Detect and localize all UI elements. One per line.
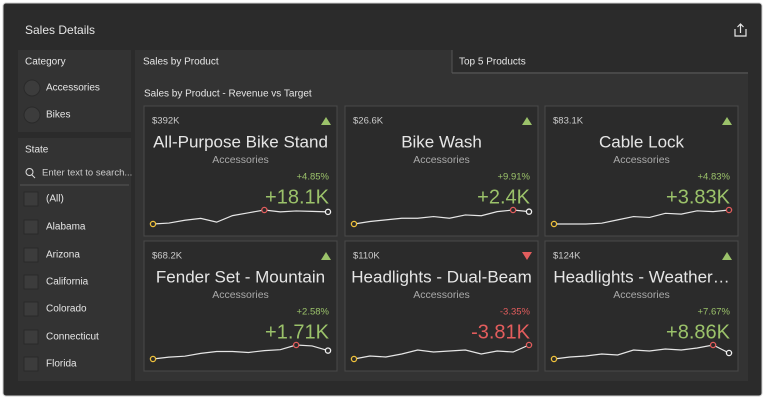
sparkline [554, 209, 730, 225]
card-category: Accessories [613, 154, 670, 166]
radio-label[interactable]: Accessories [46, 83, 100, 94]
card-name: Fender Set - Mountain [156, 267, 325, 286]
card-delta: +7.67% [698, 307, 731, 318]
sparkline-end [324, 347, 332, 354]
dashboard-title: Sales Details [25, 23, 95, 37]
card-delta: +4.83% [698, 172, 731, 183]
card-delta: +4.85% [297, 172, 330, 183]
card-target: $392K [152, 116, 180, 127]
sparkline-start [350, 220, 358, 228]
sparkline-max [709, 341, 717, 349]
card[interactable] [344, 240, 539, 372]
checkbox-label[interactable]: Colorado [46, 304, 87, 315]
card-category: Accessories [413, 154, 470, 166]
card-name: Bike Wash [401, 132, 482, 151]
trend-indicator [722, 117, 732, 125]
sparkline-max [261, 206, 268, 214]
radio-label[interactable]: Bikes [46, 110, 70, 121]
checkbox-label[interactable]: Florida [46, 359, 77, 370]
card-value: +18.1K [265, 186, 330, 208]
trend-indicator [722, 252, 732, 260]
card-value: +8.86K [666, 321, 731, 343]
card-value: +3.83K [666, 186, 731, 208]
sparkline-max [725, 206, 733, 214]
card-name: Cable Lock [599, 132, 685, 151]
card-target: $68.2K [152, 251, 183, 262]
card-target: $110K [353, 251, 380, 262]
card-name: Headlights - Weather… [553, 267, 729, 286]
card-name: Headlights - Dual-Beam [351, 267, 531, 286]
sparkline-start [350, 355, 358, 363]
trend-indicator [321, 252, 331, 260]
card-category: Accessories [212, 154, 269, 166]
radio-button[interactable] [23, 106, 41, 124]
sparkline [553, 344, 730, 360]
card-name: All-Purpose Bike Stand [153, 132, 328, 151]
checkbox[interactable] [23, 301, 39, 317]
sparkline-max [292, 341, 300, 349]
sparkline-end [324, 208, 332, 216]
checkbox-label[interactable]: (All) [46, 194, 64, 205]
tab-label[interactable]: Sales by Product [143, 57, 219, 68]
checkbox[interactable] [23, 247, 39, 263]
category-label: Category [25, 57, 66, 68]
trend-indicator [522, 117, 532, 125]
sparkline-max [525, 341, 533, 349]
radio-button[interactable] [23, 79, 41, 97]
card-value: +1.71K [265, 321, 330, 343]
sparkline-start [149, 355, 157, 363]
export-button[interactable] [734, 23, 747, 37]
sparkline-end [525, 208, 533, 215]
sparkline-start [149, 220, 157, 228]
card-target: $124K [553, 251, 581, 262]
checkbox[interactable] [23, 191, 39, 207]
checkbox-label[interactable]: Connecticut [46, 332, 99, 343]
checkbox[interactable] [23, 219, 39, 235]
card-target: $26.6K [353, 116, 384, 127]
checkbox-label[interactable]: Alabama [46, 222, 86, 233]
card-delta: +9.91% [498, 172, 531, 183]
card-category: Accessories [413, 289, 470, 301]
sparkline [353, 344, 530, 360]
sparkline-max [509, 206, 517, 214]
card[interactable] [544, 240, 739, 372]
checkbox[interactable] [23, 274, 39, 290]
tab-label[interactable]: Top 5 Products [459, 57, 526, 68]
card-delta: +2.58% [297, 307, 330, 318]
card-category: Accessories [613, 289, 670, 301]
card[interactable] [143, 240, 338, 372]
sparkline-end [725, 349, 733, 357]
state-label: State [25, 145, 49, 156]
panel-title: Sales by Product - Revenue vs Target [144, 89, 312, 100]
sparkline-start [550, 355, 558, 363]
card[interactable] [544, 105, 739, 237]
search-placeholder: Enter text to search... [42, 168, 132, 179]
card-delta: -3.35% [500, 307, 531, 318]
card-category: Accessories [212, 289, 269, 301]
card-value: -3.81K [471, 321, 531, 343]
card-target: $83.1K [553, 116, 584, 127]
sparkline [152, 209, 329, 225]
card[interactable] [344, 105, 539, 237]
checkbox[interactable] [23, 356, 39, 372]
checkbox-label[interactable]: Arizona [46, 250, 80, 261]
sparkline [353, 209, 530, 225]
tab-active[interactable] [135, 50, 452, 74]
card-value: +2.4K [477, 186, 530, 208]
trend-indicator [522, 252, 532, 260]
checkbox[interactable] [23, 329, 39, 345]
checkbox-label[interactable]: California [46, 277, 89, 288]
sparkline-start [550, 220, 558, 228]
search-box[interactable]: Enter text to search... [20, 168, 132, 186]
trend-indicator [321, 117, 331, 125]
